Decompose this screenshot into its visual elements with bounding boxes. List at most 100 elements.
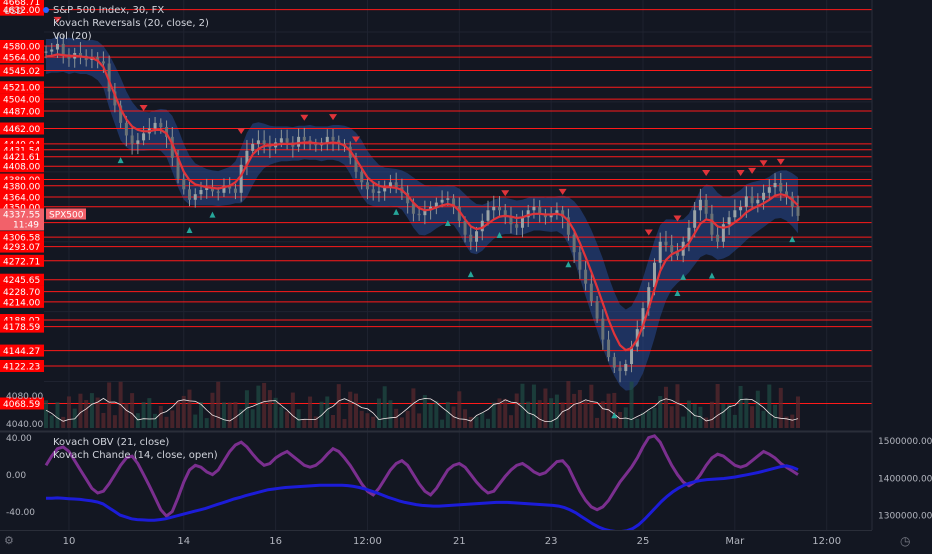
volume-bar	[560, 402, 565, 428]
price-level-label: 4228.70	[3, 288, 40, 298]
price-bar-body	[446, 198, 450, 200]
price-bar-body	[210, 187, 214, 192]
sell-marker	[329, 114, 338, 121]
price-bar-body	[130, 135, 134, 144]
price-bar-body	[107, 63, 111, 92]
indicator-chande-label[interactable]: Kovach Chande (14, close, open)	[53, 450, 218, 461]
volume-bar	[606, 393, 611, 428]
volume-bar	[273, 397, 278, 428]
price-bar-body	[756, 199, 760, 204]
price-level-tag	[0, 190, 44, 203]
price-bar-body	[538, 206, 542, 214]
volume-bar	[600, 401, 605, 428]
price-bar-body	[595, 301, 599, 319]
volume-bar	[531, 384, 536, 428]
price-level-label: 4421.61	[3, 153, 40, 163]
time-axis-label: 10	[63, 536, 76, 547]
volume-bar	[422, 395, 427, 428]
price-bar-body	[365, 182, 369, 190]
horizontal-gridlines	[44, 31, 872, 383]
price-level-tag	[0, 51, 44, 64]
price-bar-body	[658, 241, 662, 263]
buy-marker	[444, 220, 451, 227]
price-level-label: 4122.23	[3, 363, 40, 373]
time-axis[interactable]	[0, 530, 932, 550]
price-bar-body	[463, 220, 467, 235]
price-bar-body	[188, 189, 192, 200]
time-axis-label: 16	[269, 536, 282, 547]
symbol-title[interactable]: S&P 500 Index, 30, FX	[53, 5, 164, 16]
sell-marker	[702, 170, 711, 177]
price-bar-body	[647, 287, 651, 309]
volume-bar	[480, 412, 485, 428]
price-bar-body	[664, 241, 668, 246]
volume-bar	[715, 383, 720, 428]
price-bar-body	[503, 210, 507, 218]
volume-bar	[537, 400, 542, 428]
price-level-tag	[0, 295, 44, 308]
price-bar-body	[136, 140, 140, 144]
volume-bar	[497, 398, 502, 428]
volume-bar	[572, 393, 577, 428]
volume-bar	[526, 401, 531, 428]
price-level-label: 4545.02	[3, 67, 40, 77]
price-bar-body	[394, 182, 398, 188]
volume-bar	[256, 385, 261, 428]
price-bar-body	[796, 206, 800, 216]
price-bar-body	[383, 187, 387, 192]
time-axis-label: 14	[177, 536, 190, 547]
volume-bar	[463, 409, 468, 428]
settings-icon[interactable]: ⚙	[4, 534, 14, 547]
buy-marker	[789, 236, 796, 243]
price-bar-body	[44, 51, 48, 53]
price-bar-body	[354, 157, 358, 172]
sell-marker	[501, 190, 510, 197]
volume-bar	[204, 418, 209, 428]
timeframe-icon[interactable]: ◷	[900, 534, 911, 548]
buy-marker	[186, 227, 193, 234]
volume-bar	[101, 412, 106, 428]
indicator-volume-label[interactable]: Vol (20)	[53, 31, 92, 42]
volume-bar	[181, 395, 186, 428]
price-bar-body	[440, 199, 444, 203]
sell-marker	[748, 167, 757, 174]
main-legend: S&P 500 Index, 30, FX Kovach Reversals (…	[43, 5, 209, 42]
price-bar-body	[228, 185, 232, 189]
price-bar-body	[331, 136, 335, 141]
volume-bar	[250, 409, 255, 428]
volume-bar	[164, 416, 169, 428]
price-bar-body	[193, 194, 197, 200]
price-bar-body	[302, 136, 306, 141]
indicator-reversals-label[interactable]: Kovach Reversals (20, close, 2)	[53, 18, 209, 29]
price-bar-body	[555, 210, 559, 214]
volume-bar	[198, 401, 203, 428]
price-bar-body	[371, 189, 375, 193]
indicator-obv-label[interactable]: Kovach OBV (21, close)	[53, 437, 169, 448]
price-bar-body	[245, 150, 249, 165]
volume-bar	[388, 400, 393, 428]
volume-bar	[486, 418, 491, 428]
price-bar-body	[480, 220, 484, 232]
price-level-tag	[0, 254, 44, 267]
volume-bar	[790, 414, 795, 428]
price-bar-body	[687, 227, 691, 242]
right-axis[interactable]	[872, 0, 932, 550]
volume-bar	[290, 392, 295, 428]
price-bar-body	[584, 269, 588, 284]
vertical-gridlines	[68, 0, 828, 530]
price-level-label: 4380.00	[3, 182, 40, 192]
price-bar-body	[101, 61, 105, 64]
price-level-tag	[0, 240, 44, 253]
price-bar-body	[411, 203, 415, 214]
volume-bar	[618, 411, 623, 428]
time-axis-label: 21	[453, 536, 466, 547]
price-level-tag	[0, 40, 44, 52]
price-level-tag	[0, 273, 44, 286]
volume-bar	[681, 416, 686, 428]
price-bar-body	[624, 364, 628, 372]
price-level-label: 4408.00	[3, 163, 40, 173]
volume-bar	[394, 408, 399, 428]
volume-bar	[566, 381, 571, 428]
